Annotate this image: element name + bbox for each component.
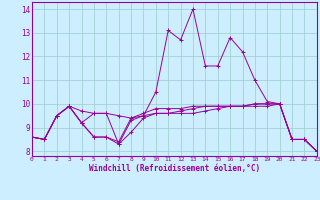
X-axis label: Windchill (Refroidissement éolien,°C): Windchill (Refroidissement éolien,°C) bbox=[89, 164, 260, 173]
